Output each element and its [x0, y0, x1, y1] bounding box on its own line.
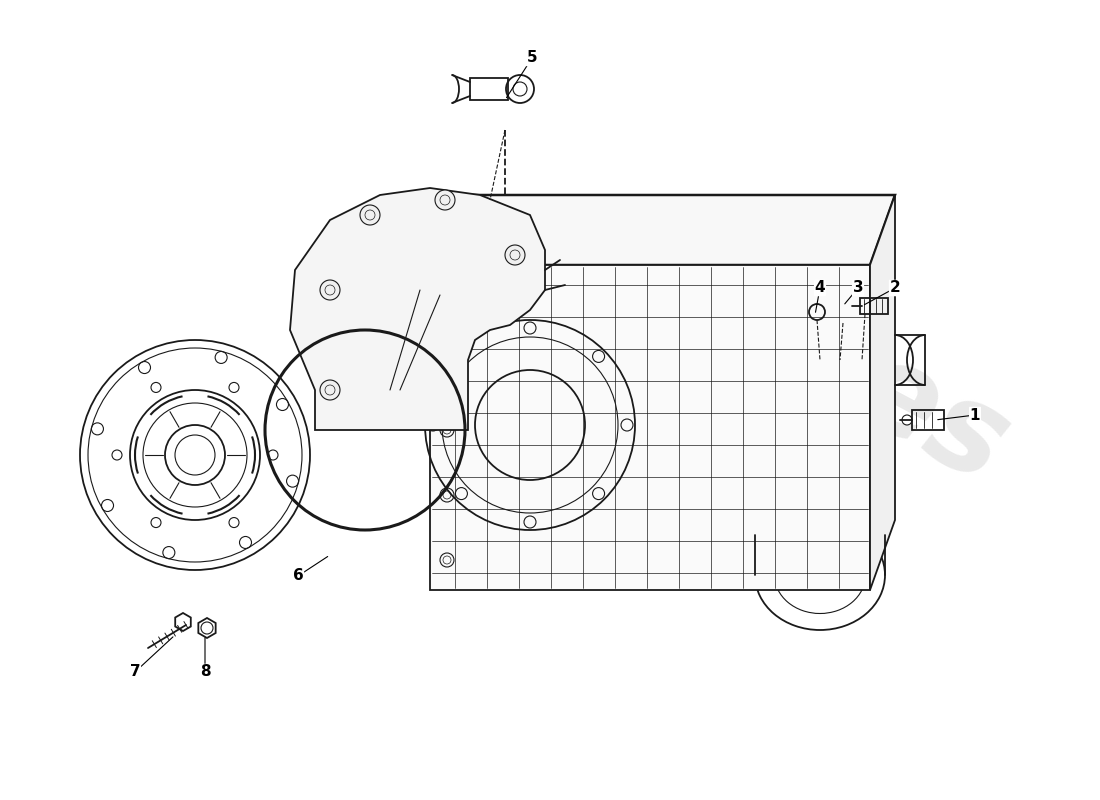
Text: 4: 4 [815, 281, 825, 295]
Bar [860, 298, 888, 314]
Text: a passion
for cars
since 1985: a passion for cars since 1985 [592, 414, 769, 566]
Circle shape [360, 205, 379, 225]
Polygon shape [430, 265, 870, 590]
Text: 8: 8 [200, 665, 210, 679]
Circle shape [320, 380, 340, 400]
Bar [470, 78, 508, 100]
Polygon shape [290, 188, 544, 430]
Polygon shape [430, 195, 895, 265]
Text: 1: 1 [970, 407, 980, 422]
Bar [912, 410, 944, 430]
Text: 5: 5 [527, 50, 537, 66]
Circle shape [434, 190, 455, 210]
Text: ences: ences [612, 211, 1028, 509]
Text: 3: 3 [852, 281, 864, 295]
Text: 7: 7 [130, 665, 141, 679]
Circle shape [320, 280, 340, 300]
Polygon shape [870, 195, 895, 590]
Circle shape [505, 245, 525, 265]
Text: 2: 2 [890, 281, 901, 295]
Text: 6: 6 [293, 569, 304, 583]
